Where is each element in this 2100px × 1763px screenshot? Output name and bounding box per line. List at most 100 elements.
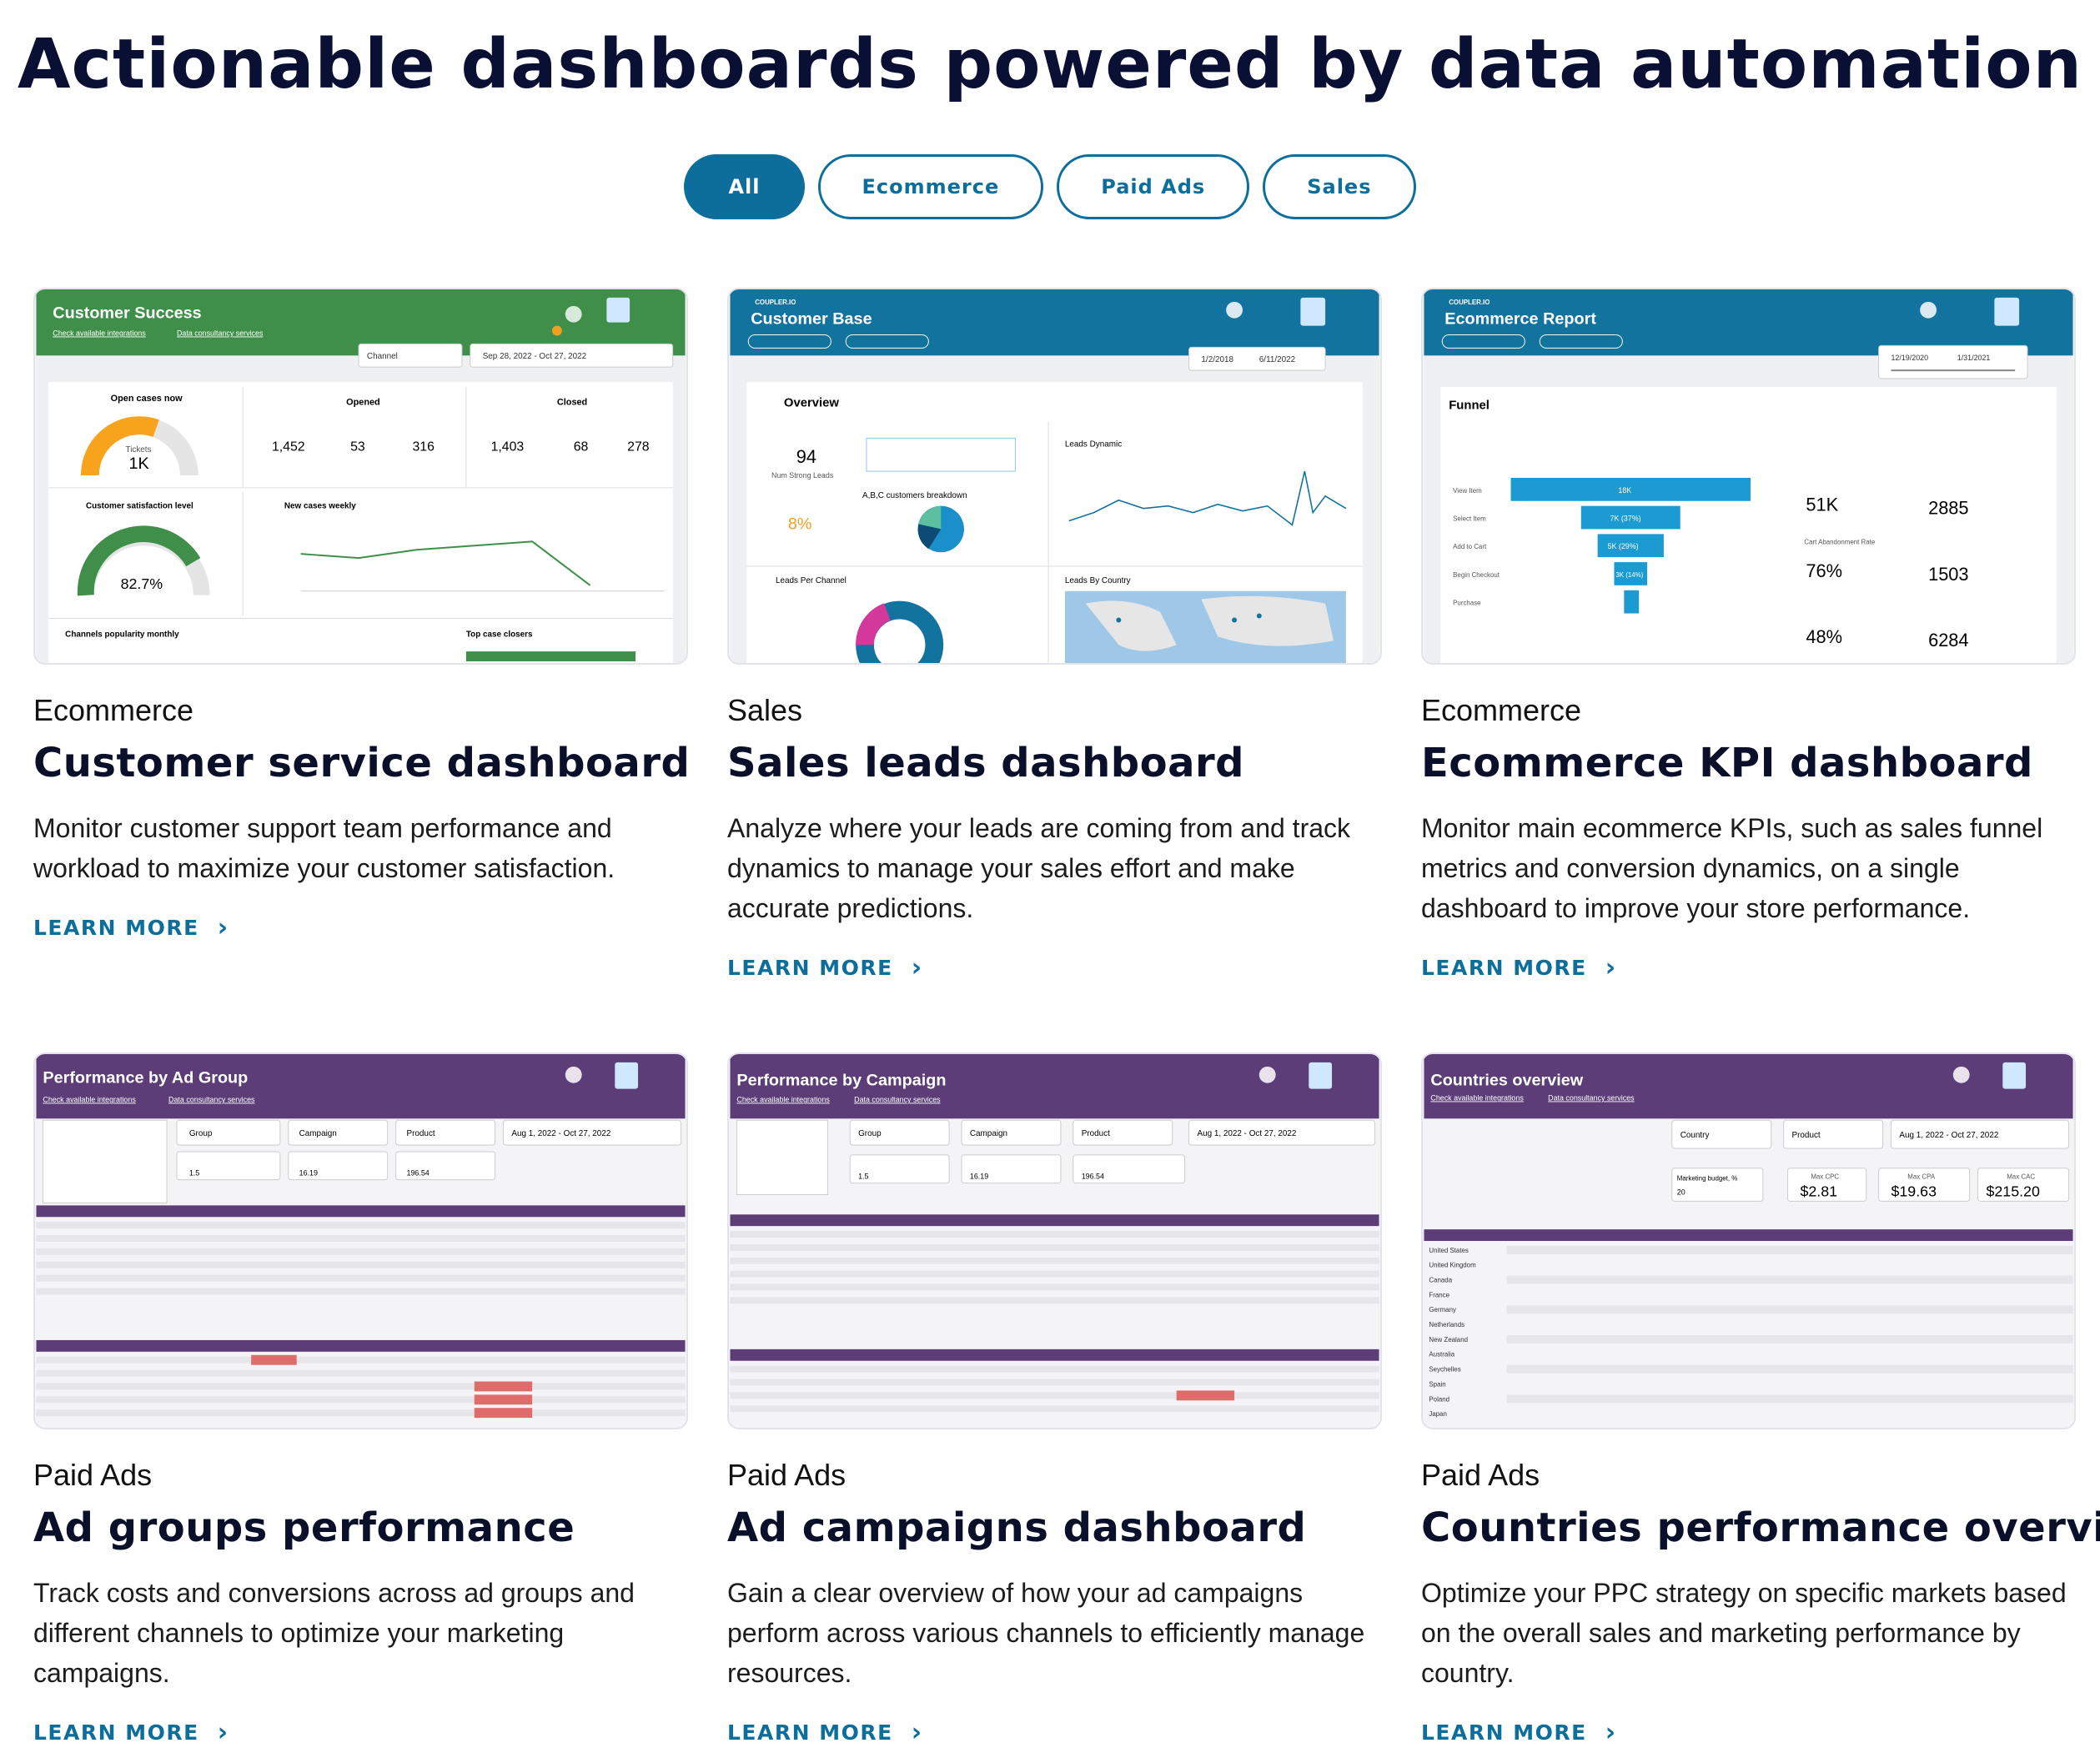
- learn-more-label: LEARN MORE: [1421, 956, 1587, 980]
- learn-more-link[interactable]: LEARN MORE ›: [1421, 953, 1617, 982]
- svg-text:Opened: Opened: [346, 398, 380, 408]
- svg-text:COUPLER.IO: COUPLER.IO: [755, 299, 796, 306]
- card-ecommerce-kpi: COUPLER.IO Ecommerce Report 12/19/2020 1…: [1421, 288, 2076, 982]
- card-category: Ecommerce: [1421, 693, 1582, 727]
- svg-text:France: France: [1429, 1291, 1449, 1298]
- learn-more-link[interactable]: LEARN MORE ›: [33, 913, 229, 942]
- svg-text:1.5: 1.5: [189, 1169, 199, 1178]
- svg-text:Top case closers: Top case closers: [466, 630, 533, 639]
- card-thumbnail[interactable]: Performance by Campaign Check available …: [727, 1052, 1382, 1429]
- card-category: Paid Ads: [33, 1458, 153, 1492]
- filter-all[interactable]: All: [684, 154, 805, 219]
- svg-text:53: 53: [350, 439, 365, 454]
- filter-sales[interactable]: Sales: [1263, 154, 1416, 219]
- svg-text:United States: United States: [1429, 1247, 1469, 1254]
- svg-text:196.54: 196.54: [407, 1169, 430, 1178]
- svg-text:6284: 6284: [1928, 630, 1969, 650]
- svg-text:Funnel: Funnel: [1449, 399, 1490, 413]
- customer-success-preview: Customer Success Check available integra…: [36, 289, 686, 663]
- campaign-preview: Performance by Campaign Check available …: [730, 1054, 1379, 1428]
- svg-text:8%: 8%: [788, 515, 812, 533]
- svg-text:Product: Product: [1082, 1129, 1110, 1138]
- card-thumbnail[interactable]: Performance by Ad Group Check available …: [33, 1052, 688, 1429]
- svg-text:Poland: Poland: [1429, 1395, 1449, 1403]
- card-title[interactable]: Ecommerce KPI dashboard: [1421, 740, 2033, 786]
- svg-text:16.19: 16.19: [299, 1169, 318, 1178]
- svg-text:Performance by Campaign: Performance by Campaign: [736, 1072, 946, 1090]
- card-sales-leads: COUPLER.IO Customer Base 1/2/2018 6/11/2…: [727, 288, 1382, 982]
- svg-text:316: 316: [412, 439, 435, 454]
- card-title[interactable]: Ad groups performance: [33, 1504, 575, 1551]
- svg-text:Leads Per Channel: Leads Per Channel: [776, 576, 847, 585]
- card-description: Track costs and conversions across ad gr…: [33, 1578, 635, 1688]
- learn-more-label: LEARN MORE: [33, 1720, 199, 1745]
- svg-text:Leads Dynamic: Leads Dynamic: [1065, 439, 1122, 449]
- card-thumbnail[interactable]: Customer Success Check available integra…: [33, 288, 688, 665]
- card-title[interactable]: Ad campaigns dashboard: [727, 1504, 1307, 1551]
- card-title[interactable]: Sales leads dashboard: [727, 740, 1245, 786]
- learn-more-link[interactable]: LEARN MORE ›: [1421, 1718, 1617, 1747]
- svg-text:Open cases now: Open cases now: [111, 394, 183, 404]
- svg-text:Channel: Channel: [367, 352, 398, 361]
- svg-text:Country: Country: [1681, 1131, 1710, 1140]
- svg-text:Marketing budget, %: Marketing budget, %: [1677, 1175, 1738, 1183]
- countries-preview: Countries overview Check available integ…: [1424, 1054, 2073, 1428]
- svg-text:Overview: Overview: [784, 397, 840, 410]
- filter-ecommerce[interactable]: Ecommerce: [817, 154, 1044, 219]
- filter-paid-ads[interactable]: Paid Ads: [1057, 154, 1250, 219]
- learn-more-link[interactable]: LEARN MORE ›: [727, 953, 923, 982]
- card-countries: Countries overview Check available integ…: [1421, 1052, 2100, 1747]
- svg-text:Spain: Spain: [1429, 1380, 1445, 1388]
- card-title[interactable]: Customer service dashboard: [33, 740, 691, 786]
- svg-text:Ecommerce Report: Ecommerce Report: [1444, 310, 1596, 329]
- svg-text:Data consultancy services: Data consultancy services: [854, 1095, 941, 1103]
- svg-text:Product: Product: [407, 1129, 435, 1138]
- card-description: Monitor main ecommerce KPIs, such as sal…: [1421, 813, 2043, 923]
- svg-text:Aug 1, 2022 - Oct 27, 2022: Aug 1, 2022 - Oct 27, 2022: [1899, 1131, 1998, 1140]
- svg-text:1/2/2018: 1/2/2018: [1201, 355, 1233, 364]
- chevron-right-icon: ›: [217, 913, 229, 942]
- learn-more-link[interactable]: LEARN MORE ›: [33, 1718, 229, 1747]
- svg-text:1.5: 1.5: [858, 1173, 868, 1181]
- svg-text:Group: Group: [189, 1129, 213, 1138]
- svg-text:View Item: View Item: [1453, 487, 1482, 495]
- svg-text:6/11/2022: 6/11/2022: [1259, 355, 1296, 364]
- card-title[interactable]: Countries performance overview: [1421, 1504, 2100, 1551]
- card-category: Paid Ads: [1421, 1458, 1540, 1492]
- svg-text:Canada: Canada: [1429, 1277, 1452, 1284]
- svg-text:94: 94: [796, 446, 816, 467]
- svg-text:Purchase: Purchase: [1453, 600, 1481, 607]
- svg-text:1,452: 1,452: [272, 439, 305, 454]
- card-thumbnail[interactable]: Countries overview Check available integ…: [1421, 1052, 2076, 1429]
- svg-text:1K: 1K: [128, 455, 148, 473]
- svg-text:Australia: Australia: [1429, 1351, 1454, 1359]
- svg-text:48%: 48%: [1806, 626, 1842, 647]
- svg-text:1503: 1503: [1928, 564, 1969, 585]
- svg-text:Data consultancy services: Data consultancy services: [1548, 1094, 1635, 1103]
- svg-text:United Kingdom: United Kingdom: [1429, 1262, 1476, 1269]
- svg-text:1,403: 1,403: [491, 439, 525, 454]
- svg-text:New cases weekly: New cases weekly: [284, 502, 356, 511]
- svg-text:Select Item: Select Item: [1453, 515, 1486, 523]
- learn-more-label: LEARN MORE: [1421, 1720, 1587, 1745]
- svg-text:$2.81: $2.81: [1800, 1183, 1837, 1199]
- svg-text:Max CPC: Max CPC: [1811, 1173, 1839, 1181]
- svg-text:82.7%: 82.7%: [121, 575, 163, 592]
- svg-text:Customer satisfaction level: Customer satisfaction level: [86, 502, 193, 511]
- card-thumbnail[interactable]: COUPLER.IO Customer Base 1/2/2018 6/11/2…: [727, 288, 1382, 665]
- svg-text:7K (37%): 7K (37%): [1610, 515, 1640, 523]
- svg-text:Add to Cart: Add to Cart: [1453, 543, 1487, 550]
- card-thumbnail[interactable]: COUPLER.IO Ecommerce Report 12/19/2020 1…: [1421, 288, 2076, 665]
- svg-text:Netherlands: Netherlands: [1429, 1321, 1464, 1329]
- svg-text:76%: 76%: [1806, 560, 1842, 581]
- svg-text:Cart Abandonment Rate: Cart Abandonment Rate: [1804, 538, 1875, 545]
- svg-text:Aug 1, 2022 - Oct 27, 2022: Aug 1, 2022 - Oct 27, 2022: [1197, 1129, 1296, 1138]
- svg-text:5K (29%): 5K (29%): [1608, 542, 1639, 550]
- learn-more-link[interactable]: LEARN MORE ›: [727, 1718, 923, 1747]
- card-ad-campaigns: Performance by Campaign Check available …: [727, 1052, 1382, 1747]
- learn-more-label: LEARN MORE: [33, 916, 199, 940]
- svg-text:Countries overview: Countries overview: [1430, 1072, 1583, 1090]
- card-description: Optimize your PPC strategy on specific m…: [1421, 1578, 2067, 1688]
- svg-text:2885: 2885: [1928, 498, 1969, 519]
- svg-text:Channels popularity monthly: Channels popularity monthly: [65, 630, 179, 639]
